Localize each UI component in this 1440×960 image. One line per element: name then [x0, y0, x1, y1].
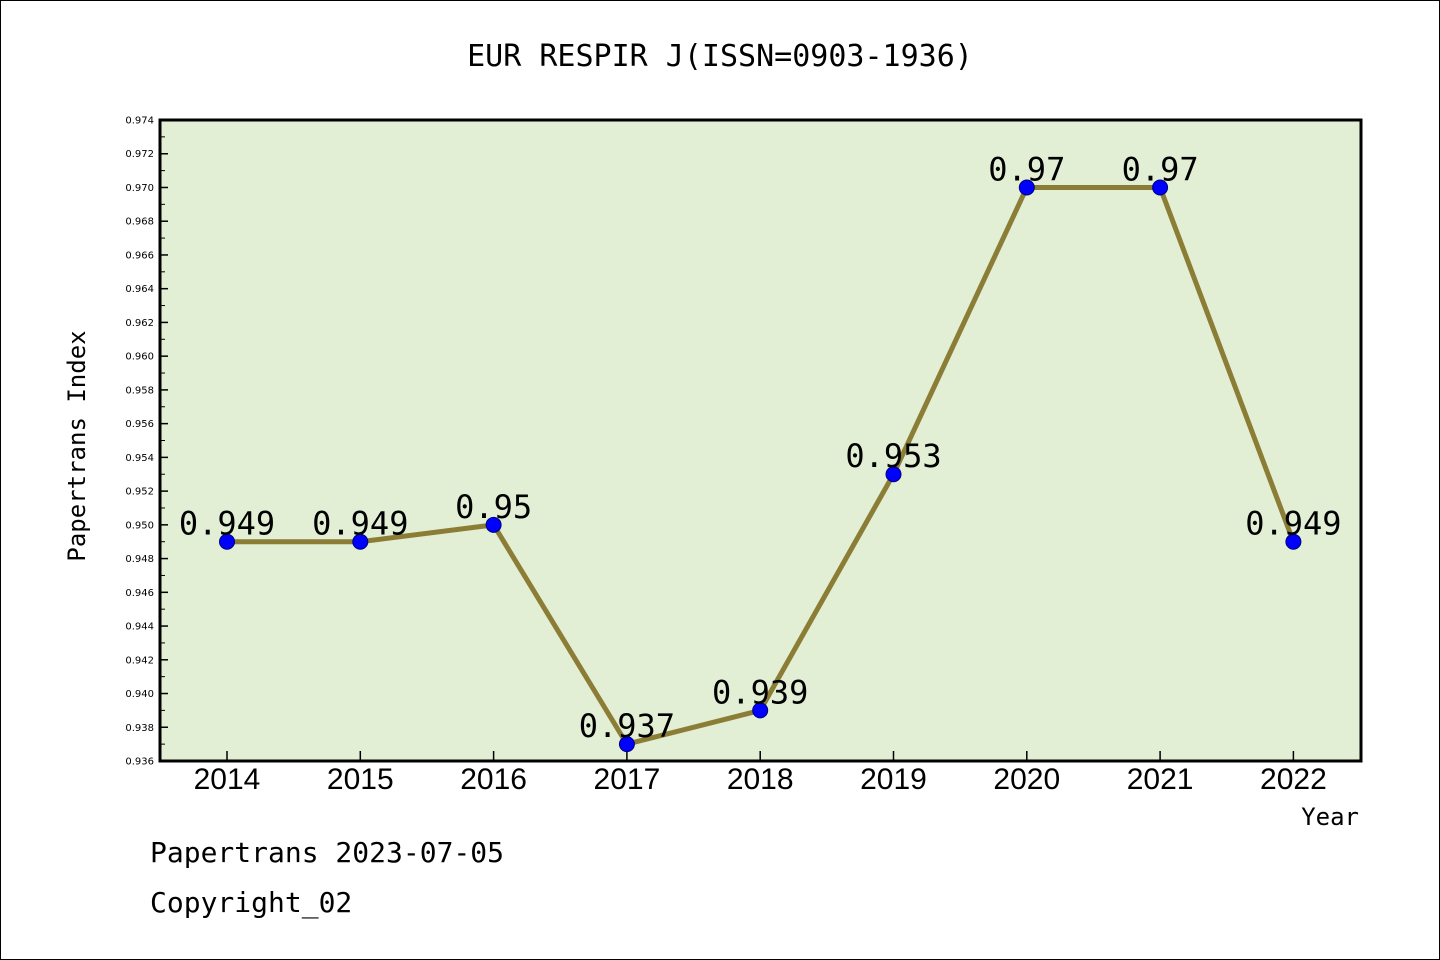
y-tick-label: 0.944: [125, 622, 154, 633]
plot-area: [160, 120, 1361, 761]
x-tick-label: 2017: [594, 763, 661, 796]
y-tick-label: 0.936: [125, 757, 154, 768]
footer-copyright: Copyright_02: [150, 886, 353, 919]
y-tick-label: 0.954: [125, 453, 154, 464]
y-tick-label: 0.946: [125, 588, 154, 599]
data-label-group: 0.949 0.949 0.95 0.937 0.939 0.953 0.97 0.97 0.9…: [179, 150, 1342, 745]
y-tick-label: 0.958: [125, 385, 154, 396]
data-point-marker: [1152, 179, 1169, 196]
y-tick-label: 0.972: [125, 149, 154, 160]
data-point-marker: [219, 533, 235, 550]
y-axis-ticks: 0.936 0.938 0.940 0.942 0.944 0.946 0.948 0.950…: [125, 116, 168, 768]
data-point-marker: [618, 736, 635, 753]
y-tick-label: 0.964: [125, 284, 154, 295]
data-label: 0.949: [179, 505, 275, 543]
x-tick-label: 2016: [460, 763, 527, 796]
data-label: 0.939: [712, 673, 808, 711]
y-tick-label: 0.942: [125, 655, 154, 666]
x-tick-label: 2015: [327, 763, 394, 796]
data-point-marker: [885, 466, 902, 483]
y-tick-label: 0.974: [125, 116, 154, 127]
y-tick-label: 0.938: [125, 723, 154, 734]
y-tick-label: 0.970: [125, 183, 154, 194]
data-point-marker: [752, 702, 769, 719]
y-tick-label: 0.968: [125, 217, 154, 228]
data-label: 0.97: [1122, 150, 1199, 188]
chart-title: EUR RESPIR J(ISSN=0903-1936): [467, 39, 973, 74]
x-tick-label: 2019: [860, 763, 927, 796]
data-point-marker: [1018, 179, 1035, 196]
data-label: 0.937: [579, 707, 675, 745]
y-tick-label: 0.948: [125, 554, 154, 565]
footer-date: Papertrans 2023-07-05: [150, 836, 505, 869]
y-tick-label: 0.960: [125, 352, 154, 363]
x-tick-label: 2014: [194, 763, 261, 796]
data-label: 0.97: [988, 150, 1065, 188]
y-tick-label: 0.952: [125, 487, 154, 498]
x-axis-ticks: 2014 2015 2016 2017 2018 2019 2020 2021 2022: [194, 751, 1327, 796]
y-tick-label: 0.956: [125, 419, 154, 430]
data-label: 0.949: [312, 505, 408, 543]
x-tick-label: 2020: [993, 763, 1060, 796]
y-tick-label: 0.950: [125, 520, 154, 531]
x-tick-label: 2021: [1127, 763, 1194, 796]
x-tick-label: 2022: [1260, 763, 1327, 796]
data-label: 0.949: [1245, 505, 1341, 543]
y-tick-label: 0.940: [125, 689, 154, 700]
x-axis-label: Year: [1301, 803, 1359, 831]
y-axis-label: Papertrans Index: [63, 330, 91, 561]
data-point-marker: [485, 516, 502, 533]
x-tick-label: 2018: [727, 763, 794, 796]
data-point-marker: [1285, 533, 1302, 550]
plot-border: [158, 118, 1363, 763]
data-label: 0.953: [845, 437, 941, 475]
data-point-marker: [352, 533, 369, 550]
data-label: 0.95: [455, 488, 532, 526]
y-tick-label: 0.962: [125, 318, 154, 329]
marker-group: [219, 179, 1302, 753]
y-tick-label: 0.966: [125, 250, 154, 261]
